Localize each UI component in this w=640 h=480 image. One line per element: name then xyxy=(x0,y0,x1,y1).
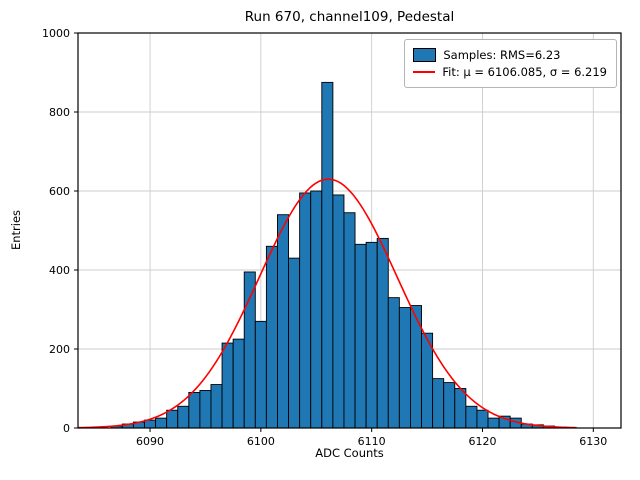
y-tick-label: 800 xyxy=(49,106,70,119)
histogram-bar xyxy=(288,257,301,429)
histogram-bar xyxy=(277,214,290,429)
histogram-bar xyxy=(365,241,378,429)
histogram-bar xyxy=(144,419,157,429)
histogram-bar xyxy=(387,297,400,429)
chart-title: Run 670, channel109, Pedestal xyxy=(244,9,455,25)
histogram-bar xyxy=(454,388,467,429)
histogram-bar xyxy=(476,409,489,429)
histogram-bar xyxy=(188,392,201,429)
histogram-bar xyxy=(210,384,223,429)
y-tick-label: 200 xyxy=(49,343,70,356)
histogram-bar xyxy=(354,243,367,429)
y-tick-label: 1000 xyxy=(42,27,70,40)
legend-samples-label: Samples: RMS=6.23 xyxy=(443,48,561,62)
fit-curve xyxy=(77,178,577,429)
histogram-bar xyxy=(232,338,245,429)
histogram-bar xyxy=(166,409,179,429)
histogram-bar xyxy=(443,382,456,429)
histogram-bar xyxy=(332,194,345,429)
histogram-bar xyxy=(376,237,389,429)
histogram-bar xyxy=(299,192,312,429)
x-tick-label: 6110 xyxy=(358,435,386,448)
x-tick-label: 6100 xyxy=(247,435,275,448)
legend-item-fit: Fit: μ = 6106.085, σ = 6.219 xyxy=(413,65,607,79)
histogram-bar xyxy=(243,271,256,429)
axes-frame xyxy=(77,32,622,429)
x-tick-label: 6120 xyxy=(468,435,496,448)
histogram-swatch-icon xyxy=(413,48,437,62)
y-axis-label: Entries xyxy=(9,209,23,251)
y-tick-label: 400 xyxy=(49,264,70,277)
histogram-bar xyxy=(310,190,323,429)
histogram-bar xyxy=(265,245,278,429)
legend-item-samples: Samples: RMS=6.23 xyxy=(413,48,607,62)
fit-line-swatch-icon xyxy=(413,71,436,73)
x-tick-label: 6130 xyxy=(579,435,607,448)
histogram-bar xyxy=(321,81,334,429)
x-axis-label: ADC Counts xyxy=(315,446,384,460)
histogram-bar xyxy=(487,417,500,429)
legend: Samples: RMS=6.23 Fit: μ = 6106.085, σ =… xyxy=(404,39,617,88)
histogram-bar xyxy=(199,390,212,429)
y-tick-label: 600 xyxy=(49,185,70,198)
histogram-bar xyxy=(177,405,190,429)
histogram-bar xyxy=(254,320,267,429)
histogram-bar xyxy=(398,307,411,429)
histogram-bar xyxy=(155,417,168,429)
histogram-bar xyxy=(432,378,445,429)
histogram-bar xyxy=(343,212,356,429)
x-tick-label: 6090 xyxy=(136,435,164,448)
histogram-bar xyxy=(465,405,478,429)
histogram-bar xyxy=(221,342,234,429)
y-tick-label: 0 xyxy=(63,422,70,435)
legend-fit-label: Fit: μ = 6106.085, σ = 6.219 xyxy=(442,65,607,79)
